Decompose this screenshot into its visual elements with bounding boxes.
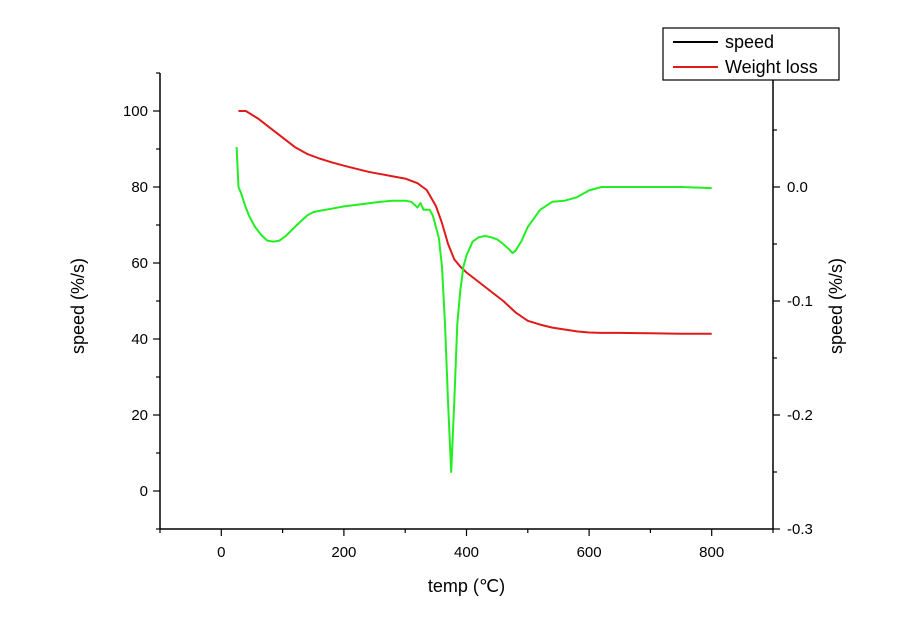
legend-label: Weight loss bbox=[725, 57, 818, 77]
legend-box bbox=[662, 27, 840, 81]
axes-layer: 0 200 400 600 800 0 20 40 60 80 100 -0.3 -0.2 -0.1 0.0… bbox=[123, 65, 813, 561]
y-right-tick-label: -0.2 bbox=[787, 407, 813, 424]
y-left-tick-label: 80 bbox=[131, 179, 148, 196]
x-tick-label: 0 bbox=[217, 544, 225, 561]
x-tick-label: 400 bbox=[454, 544, 479, 561]
x-tick-label: 200 bbox=[331, 544, 356, 561]
y-right-tick-label: -0.3 bbox=[787, 521, 813, 538]
y-left-tick-label: 100 bbox=[123, 103, 148, 120]
y-left-tick-label: 60 bbox=[131, 255, 148, 272]
y-left-tick-label: 20 bbox=[131, 407, 148, 424]
series-layer bbox=[235, 110, 712, 473]
y-right-tick-label: 0.0 bbox=[787, 179, 808, 196]
y-left-axis-title: speed (%/s) bbox=[68, 258, 88, 354]
y-left-tick-label: 40 bbox=[131, 331, 148, 348]
legend-label: speed bbox=[725, 32, 774, 52]
y-left-tick-label: 0 bbox=[140, 483, 148, 500]
y-right-tick-label: -0.1 bbox=[787, 293, 813, 310]
x-tick-label: 800 bbox=[699, 544, 724, 561]
x-tick-label: 600 bbox=[577, 544, 602, 561]
weight-loss-line bbox=[238, 110, 712, 335]
legend: speed Weight loss bbox=[662, 27, 840, 81]
x-axis-title: temp (℃) bbox=[428, 576, 505, 596]
y-right-axis-title: speed (%/s) bbox=[826, 258, 846, 354]
green-series-line bbox=[235, 147, 712, 473]
